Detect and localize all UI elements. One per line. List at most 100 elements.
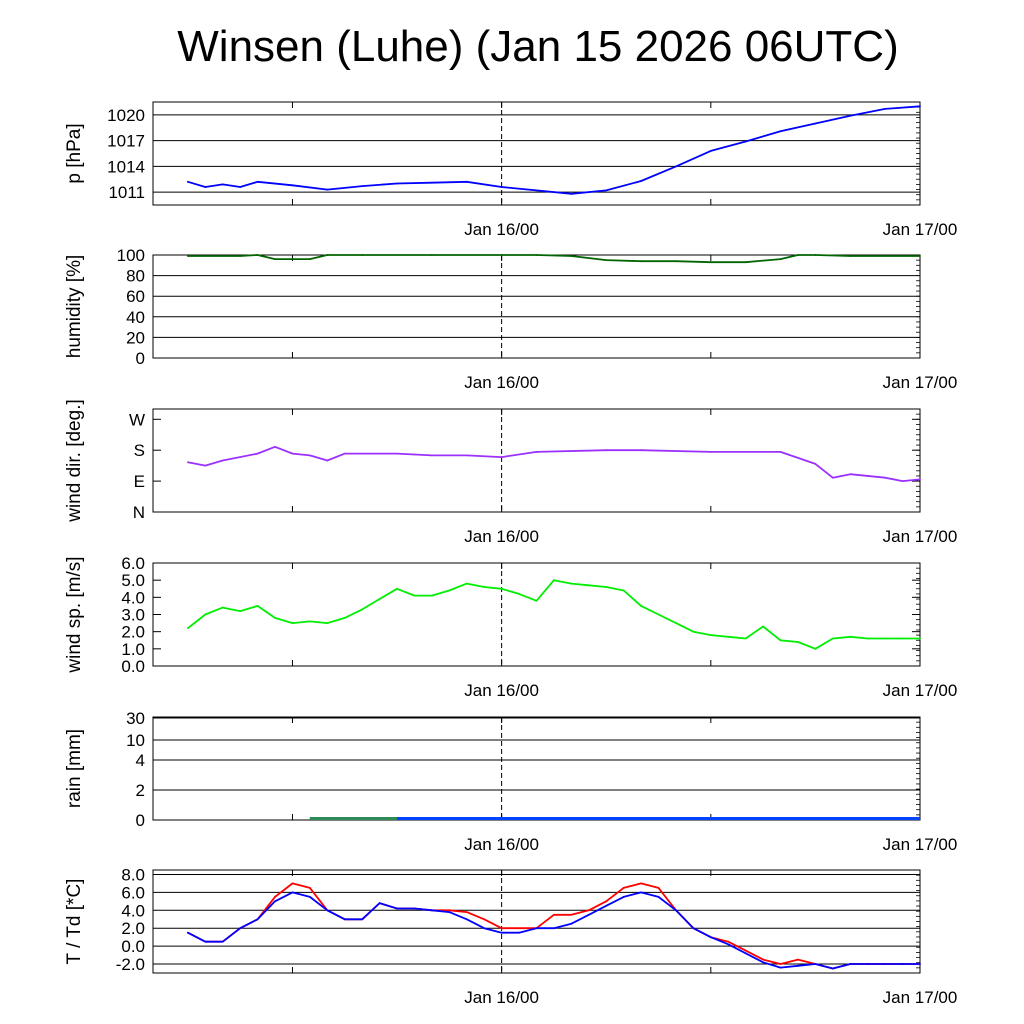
y-tick-label: 6.0 — [121, 883, 145, 902]
y-tick-label: 60 — [126, 287, 145, 306]
y-tick-label: 1017 — [107, 132, 145, 151]
data-point — [343, 918, 346, 921]
data-point — [465, 454, 468, 457]
y-tick-label: 3.0 — [121, 606, 145, 625]
x-tick-label: Jan 17/00 — [883, 988, 958, 1007]
y-tick-label: 4.0 — [121, 901, 145, 920]
y-tick-label: 2.0 — [121, 623, 145, 642]
data-point — [518, 927, 520, 930]
data-point — [640, 260, 642, 263]
data-point — [849, 635, 852, 638]
data-point — [779, 451, 782, 453]
y-axis-label: p [hPa] — [64, 123, 85, 183]
y-tick-label: 0 — [136, 811, 145, 830]
y-axis-label: T / Td [*C] — [64, 879, 85, 965]
data-point — [500, 587, 503, 590]
data-point — [814, 254, 817, 256]
data-point — [779, 639, 782, 642]
data-point — [361, 918, 364, 921]
y-tick-label: 5.0 — [121, 571, 145, 590]
data-point — [640, 180, 642, 182]
data-point — [256, 452, 259, 455]
series-line — [187, 105, 921, 195]
data-point — [675, 165, 677, 168]
data-point — [274, 445, 276, 448]
x-tick-label: Jan 16/00 — [464, 835, 539, 854]
data-point — [291, 622, 294, 624]
data-point — [518, 593, 520, 595]
data-point — [221, 183, 224, 186]
data-point — [343, 452, 346, 455]
data-point — [570, 192, 573, 195]
data-point — [431, 594, 433, 597]
data-point — [483, 927, 486, 930]
data-point — [884, 963, 887, 965]
data-point — [727, 943, 730, 946]
data-point — [744, 637, 747, 640]
y-axis-label: wind dir. [deg.] — [64, 399, 85, 523]
data-point — [535, 599, 538, 602]
data-point — [919, 478, 921, 481]
y-axis-label: humidity [%] — [64, 255, 85, 358]
data-point — [849, 114, 852, 117]
data-point — [274, 900, 276, 903]
data-point — [884, 107, 887, 110]
data-point — [727, 940, 730, 943]
data-point — [919, 105, 921, 108]
data-point — [518, 931, 520, 934]
data-point — [326, 459, 329, 462]
data-point — [256, 918, 259, 921]
data-point — [186, 255, 189, 257]
x-tick-label: Jan 17/00 — [883, 835, 958, 854]
data-point — [500, 186, 503, 188]
data-point — [675, 909, 677, 912]
rain-bar — [309, 817, 920, 820]
data-point — [709, 451, 712, 453]
data-point — [326, 622, 329, 624]
td-series-line — [187, 891, 920, 970]
data-point — [326, 909, 329, 912]
data-point — [274, 258, 276, 261]
data-point — [866, 637, 869, 640]
data-point — [884, 476, 887, 479]
data-point — [361, 608, 364, 611]
x-tick-label: Jan 16/00 — [464, 220, 539, 239]
data-point — [256, 180, 259, 183]
x-tick-label: Jan 17/00 — [883, 681, 958, 700]
data-point — [605, 449, 608, 452]
data-point — [744, 261, 747, 264]
data-point — [605, 259, 608, 262]
data-point — [675, 260, 677, 263]
data-point — [204, 940, 207, 943]
data-point — [465, 582, 468, 585]
y-tick-label: 0.0 — [121, 937, 145, 956]
data-point — [814, 122, 817, 125]
data-point — [919, 255, 921, 257]
data-point — [291, 184, 294, 187]
data-point — [361, 254, 364, 256]
rain-bar — [309, 817, 398, 820]
x-tick-label: Jan 16/00 — [464, 373, 539, 392]
chart-title: Winsen (Luhe) (Jan 15 2026 06UTC) — [177, 22, 899, 71]
y-tick-label: 1014 — [107, 157, 145, 176]
data-point — [396, 907, 398, 910]
data-point — [535, 451, 538, 453]
data-point — [779, 258, 782, 261]
y-tick-label: 40 — [126, 308, 145, 327]
data-point — [553, 927, 555, 930]
y-tick-label: 4.0 — [121, 588, 145, 607]
data-point — [535, 189, 538, 192]
y-tick-label: E — [134, 472, 145, 491]
t-series-line — [187, 882, 920, 970]
series-line — [187, 445, 921, 482]
data-point — [239, 927, 242, 930]
data-point — [308, 895, 311, 898]
data-point — [744, 949, 747, 952]
series-line — [187, 254, 920, 264]
data-point — [378, 598, 381, 600]
plot-frame — [152, 869, 921, 974]
y-tick-label: 4 — [136, 751, 145, 770]
data-point — [256, 605, 259, 607]
data-point — [308, 887, 311, 889]
data-point — [570, 922, 573, 925]
